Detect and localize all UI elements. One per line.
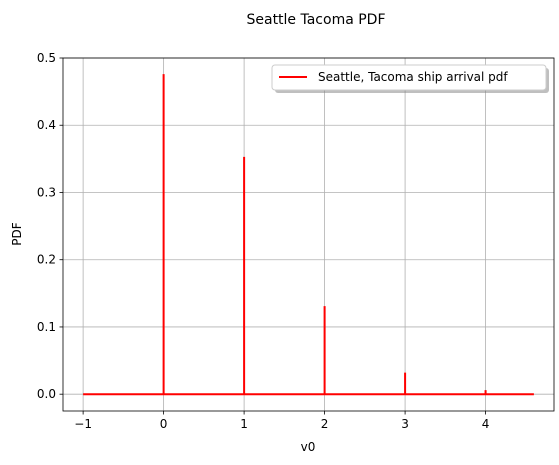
series-layer bbox=[83, 74, 534, 396]
y-tick-label: 0.0 bbox=[37, 387, 56, 401]
series-line bbox=[83, 74, 534, 396]
x-tick-label: 1 bbox=[240, 417, 248, 431]
y-tick-label: 0.2 bbox=[37, 253, 56, 267]
legend: Seattle, Tacoma ship arrival pdf bbox=[271, 64, 549, 93]
plot-background bbox=[63, 58, 554, 411]
x-axis-ticks: −1 0 1 2 3 4 bbox=[74, 411, 489, 431]
legend-box bbox=[271, 64, 547, 91]
x-tick-label: −1 bbox=[74, 417, 92, 431]
x-axis-label: v0 bbox=[301, 440, 316, 454]
plot-area bbox=[62, 57, 555, 412]
y-tick-label: 0.5 bbox=[37, 51, 56, 65]
plot-frame bbox=[62, 57, 555, 412]
y-tick-label: 0.4 bbox=[37, 118, 56, 132]
chart-title: Seattle Tacoma PDF bbox=[246, 12, 385, 28]
x-tick-label: 4 bbox=[482, 417, 490, 431]
y-tick-label: 0.1 bbox=[37, 320, 56, 334]
legend-label: Seattle, Tacoma ship arrival pdf bbox=[318, 70, 508, 84]
y-axis-label: PDF bbox=[10, 222, 24, 245]
x-tick-label: 3 bbox=[401, 417, 409, 431]
x-tick-label: 2 bbox=[321, 417, 329, 431]
x-tick-label: 0 bbox=[160, 417, 168, 431]
y-tick-label: 0.3 bbox=[37, 185, 56, 199]
y-axis-ticks: 0.0 0.1 0.2 0.3 0.4 0.5 bbox=[37, 51, 63, 401]
